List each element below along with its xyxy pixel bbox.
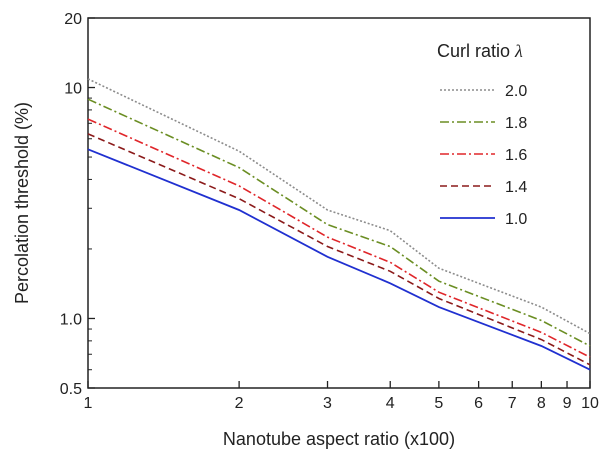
- y-tick-label: 0.5: [60, 381, 82, 398]
- y-tick-label: 10: [64, 81, 82, 98]
- legend-label-2-0: 2.0: [505, 83, 527, 100]
- series-line-1-8: [87, 98, 591, 347]
- legend-label-1-8: 1.8: [505, 115, 527, 132]
- x-tick-label: 7: [508, 395, 517, 412]
- series-line-1-4: [87, 133, 591, 366]
- x-tick-label: 5: [434, 395, 443, 412]
- x-tick-label: 8: [537, 395, 546, 412]
- x-tick-label: 6: [474, 395, 483, 412]
- legend-title: Curl ratio λ: [437, 41, 523, 61]
- x-tick-label: 9: [563, 395, 572, 412]
- legend-label-1-0: 1.0: [505, 211, 527, 228]
- y-axis-label: Percolation threshold (%): [12, 102, 32, 304]
- x-tick-label: 3: [323, 395, 332, 412]
- plot-frame: [87, 17, 591, 389]
- series-line-1-0: [87, 148, 591, 371]
- x-tick-label: 2: [235, 395, 244, 412]
- legend-label-1-6: 1.6: [505, 147, 527, 164]
- ticks-layer: 1 2 3 4 5 6 7 8 9 10 0.5 1.0 10 20: [60, 11, 599, 412]
- y-tick-label: 1.0: [60, 311, 82, 328]
- series-line-1-6: [87, 118, 591, 358]
- x-tick-label: 10: [581, 395, 599, 412]
- series-layer: [87, 78, 591, 371]
- legend-label-1-4: 1.4: [505, 179, 527, 196]
- x-tick-label: 4: [386, 395, 395, 412]
- legend: Curl ratio λ 2.0 1.8 1.6 1.4 1.0: [437, 41, 527, 228]
- y-tick-label: 20: [64, 11, 82, 28]
- x-axis-label: Nanotube aspect ratio (x100): [223, 429, 455, 449]
- x-tick-label: 1: [84, 395, 93, 412]
